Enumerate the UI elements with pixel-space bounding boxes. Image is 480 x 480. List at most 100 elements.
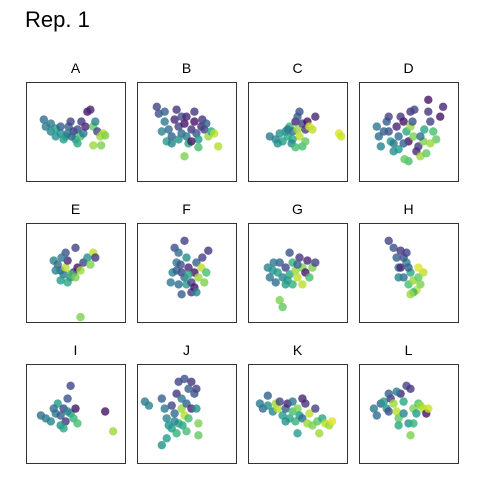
- scatter-point: [293, 429, 302, 438]
- scatter-point: [86, 260, 95, 269]
- scatter-point: [426, 139, 435, 148]
- scatter-point: [167, 424, 176, 433]
- scatter-point: [379, 127, 388, 136]
- scatter-point: [57, 253, 66, 262]
- scatter-point: [409, 419, 418, 428]
- scatter-point: [194, 143, 203, 152]
- scatter-point: [295, 107, 304, 116]
- scatter-point: [409, 132, 418, 141]
- scatter-point: [162, 434, 171, 443]
- scatter-point: [178, 421, 187, 430]
- scatter-point: [184, 384, 193, 393]
- panel-f: F: [137, 201, 237, 323]
- scatter-point: [281, 417, 290, 426]
- scatter-point: [180, 152, 189, 161]
- scatter-point: [308, 125, 317, 134]
- scatter-point: [190, 117, 199, 126]
- scatter-point: [76, 312, 85, 322]
- scatter-point: [51, 266, 60, 275]
- scatter-point: [281, 263, 290, 272]
- scatter-point: [283, 125, 292, 134]
- scatter-point: [285, 270, 294, 279]
- scatter-point: [101, 407, 110, 416]
- scatter-point: [204, 246, 213, 255]
- scatter-point: [59, 135, 68, 144]
- scatter-point: [420, 125, 429, 134]
- scatter-point: [210, 129, 219, 138]
- scatter-point: [408, 117, 417, 126]
- scatter-point: [182, 112, 191, 121]
- scatter-point: [152, 102, 161, 112]
- scatter-point: [271, 278, 280, 287]
- scatter-point: [429, 127, 438, 136]
- scatter-point: [170, 115, 179, 124]
- scatter-point: [86, 105, 95, 114]
- scatter-point: [422, 149, 431, 158]
- panel-title: G: [292, 201, 303, 217]
- scatter-point: [182, 427, 191, 436]
- scatter-point: [402, 248, 411, 257]
- scatter-point: [170, 409, 179, 418]
- scatter-point: [406, 290, 415, 299]
- panel-h: H: [359, 201, 459, 323]
- scatter-point: [56, 411, 65, 420]
- scatter-point: [190, 107, 199, 116]
- scatter-point: [394, 273, 403, 282]
- scatter-point: [187, 377, 196, 386]
- scatter-point: [66, 381, 75, 390]
- scatter-point: [424, 95, 433, 105]
- scatter-point: [194, 419, 203, 428]
- scatter-point: [194, 273, 203, 282]
- panel-frame: [137, 82, 237, 182]
- scatter-point: [288, 397, 297, 406]
- scatter-point: [184, 270, 193, 279]
- scatter-point: [160, 404, 169, 413]
- scatter-point: [192, 404, 201, 413]
- scatter-point: [311, 404, 320, 413]
- scatter-point: [160, 107, 169, 116]
- scatter-point: [73, 139, 82, 148]
- scatter-point: [293, 125, 302, 134]
- scatter-point: [63, 278, 72, 287]
- scatter-point: [265, 273, 274, 282]
- scatter-point: [174, 280, 183, 289]
- scatter-point: [79, 129, 88, 138]
- scatter-point: [399, 139, 408, 148]
- scatter-point: [384, 112, 393, 121]
- scatter-point: [49, 404, 58, 413]
- scatter-point: [202, 119, 211, 128]
- scatter-point: [71, 273, 80, 282]
- scatter-point: [144, 401, 154, 410]
- scatter-point: [394, 421, 403, 430]
- scatter-point: [192, 384, 201, 393]
- scatter-point: [436, 112, 445, 121]
- panel-title: F: [182, 201, 191, 217]
- scatter-point: [305, 409, 314, 418]
- scatter-point: [275, 258, 284, 267]
- panel-title: D: [403, 60, 413, 76]
- scatter-point: [392, 407, 401, 416]
- scatter-point: [295, 132, 304, 141]
- panel-l: L: [359, 342, 459, 464]
- scatter-point: [180, 236, 189, 245]
- scatter-point: [416, 132, 425, 141]
- scatter-point: [372, 411, 381, 420]
- scatter-point: [170, 417, 179, 426]
- scatter-point: [303, 256, 312, 265]
- scatter-point: [157, 127, 166, 136]
- scatter-point: [263, 391, 272, 400]
- panel-j: J: [137, 342, 237, 464]
- scatter-point: [406, 431, 415, 440]
- scatter-point: [101, 131, 110, 140]
- scatter-point: [285, 248, 294, 257]
- scatter-point: [311, 112, 320, 121]
- scatter-point: [384, 389, 393, 398]
- scatter-point: [167, 401, 176, 410]
- scatter-point: [51, 132, 60, 141]
- scatter-point: [372, 122, 381, 131]
- scatter-point: [392, 387, 401, 396]
- panel-title: L: [405, 342, 413, 358]
- scatter-point: [406, 384, 415, 393]
- scatter-point: [59, 424, 68, 433]
